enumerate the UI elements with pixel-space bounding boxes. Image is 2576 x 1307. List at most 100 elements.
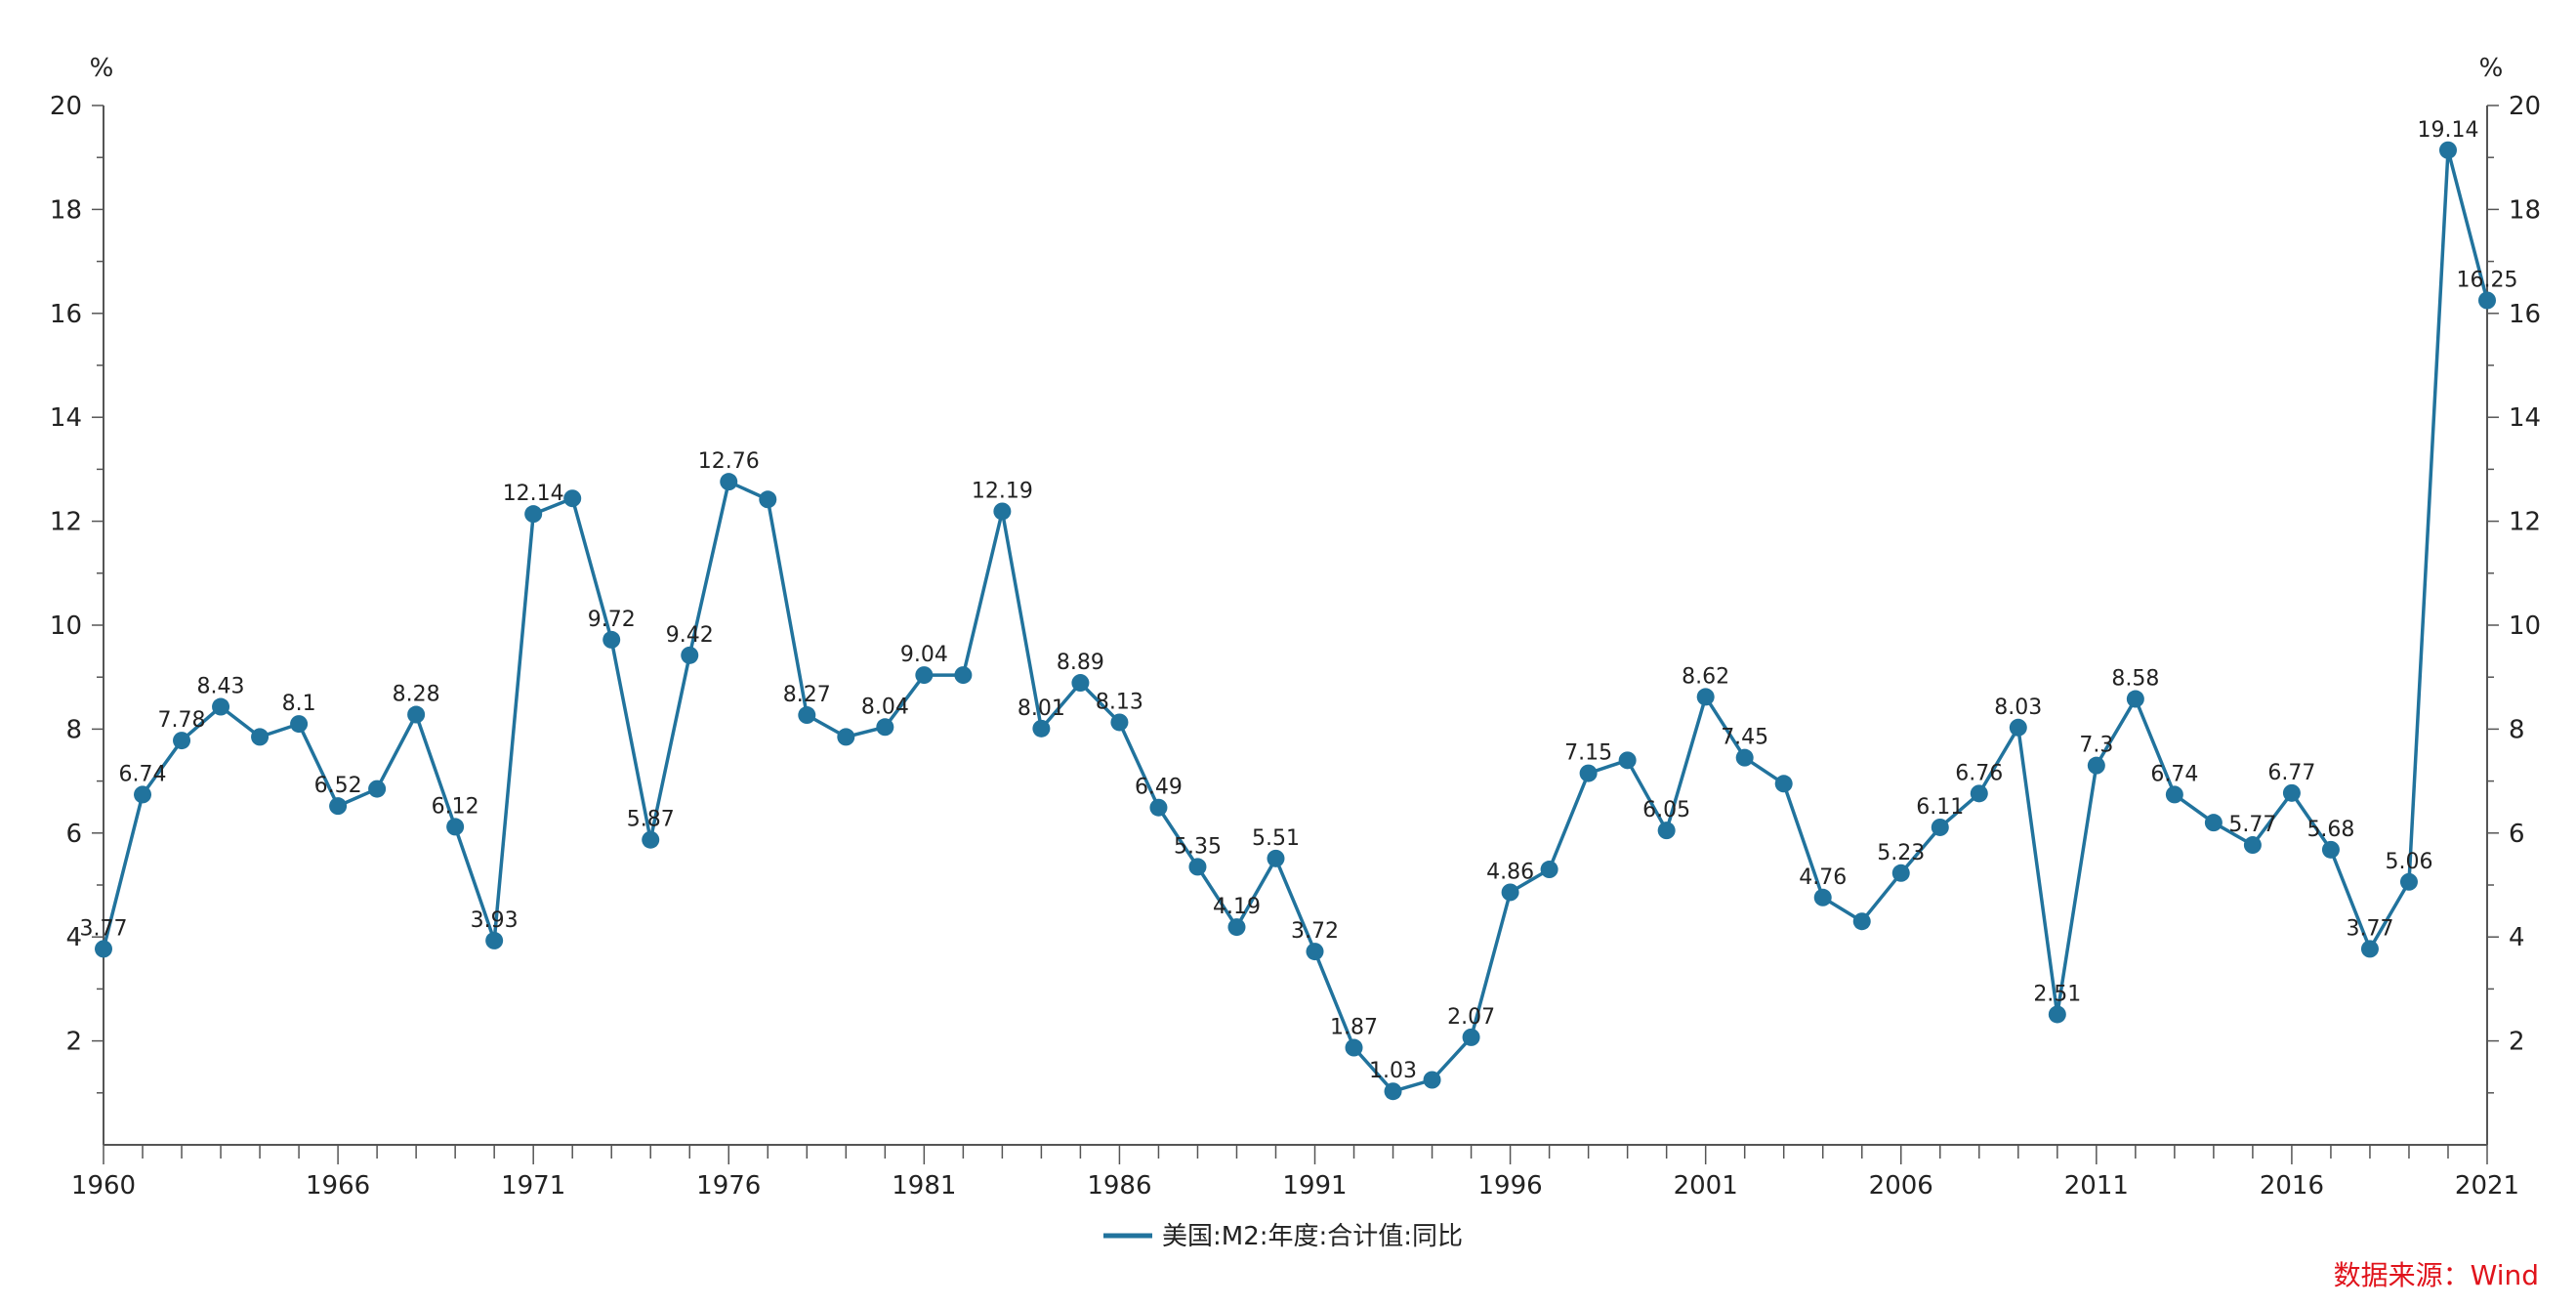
data-point[interactable] (1657, 822, 1676, 840)
data-point[interactable] (2126, 690, 2144, 708)
data-point[interactable] (993, 502, 1012, 521)
x-tick-label: 2006 (1869, 1171, 1933, 1201)
data-point[interactable] (485, 931, 504, 949)
y-tick-label-right: 6 (2509, 820, 2525, 849)
data-point[interactable] (602, 630, 621, 649)
data-label: 8.01 (1018, 696, 1065, 721)
y-tick-label-left: 12 (50, 508, 82, 537)
data-label: 6.49 (1135, 776, 1183, 800)
data-point[interactable] (1462, 1028, 1480, 1046)
data-point[interactable] (720, 473, 738, 491)
data-point[interactable] (2243, 836, 2262, 855)
data-label: 5.68 (2306, 818, 2354, 842)
data-point[interactable] (2009, 718, 2027, 737)
data-label: 12.76 (698, 449, 760, 474)
data-point[interactable] (1188, 858, 1207, 876)
data-label: 7.78 (158, 708, 206, 733)
data-point[interactable] (1970, 784, 1988, 803)
data-label: 8.1 (282, 692, 316, 716)
data-point[interactable] (134, 785, 152, 804)
data-label: 9.04 (900, 643, 948, 667)
data-point[interactable] (1696, 688, 1715, 706)
data-point[interactable] (173, 732, 191, 750)
data-point[interactable] (915, 666, 934, 685)
data-label: 1.87 (1330, 1016, 1378, 1040)
data-point[interactable] (1384, 1082, 1402, 1101)
data-point[interactable] (1423, 1071, 1441, 1089)
data-label: 3.72 (1291, 919, 1339, 944)
data-point[interactable] (1501, 883, 1519, 902)
data-point[interactable] (329, 797, 348, 816)
data-point[interactable] (759, 490, 777, 509)
data-point[interactable] (2048, 1005, 2066, 1024)
data-label: 3.93 (471, 908, 519, 933)
data-point[interactable] (524, 505, 543, 524)
data-point[interactable] (2321, 840, 2340, 859)
data-point[interactable] (954, 666, 973, 685)
data-point[interactable] (2282, 783, 2301, 802)
data-point[interactable] (2438, 141, 2457, 159)
data-point[interactable] (407, 705, 426, 724)
data-point[interactable] (2478, 291, 2496, 310)
data-point[interactable] (642, 830, 660, 849)
legend-label: 美国:M2:年度:合计值:同比 (1162, 1222, 1463, 1251)
data-point[interactable] (251, 728, 270, 746)
data-label: 2.07 (1447, 1005, 1495, 1030)
data-point[interactable] (1071, 674, 1090, 693)
data-point[interactable] (1618, 751, 1637, 770)
data-label: 9.72 (588, 608, 636, 632)
x-tick-label: 2021 (2455, 1171, 2519, 1201)
y-tick-label-left: 6 (65, 820, 82, 849)
x-tick-label: 2001 (1674, 1171, 1738, 1201)
data-point[interactable] (368, 780, 387, 798)
data-point[interactable] (212, 697, 230, 716)
data-point[interactable] (1852, 912, 1871, 931)
data-point[interactable] (837, 728, 855, 746)
data-point[interactable] (2399, 872, 2418, 891)
data-point[interactable] (95, 940, 112, 958)
data-label: 3.77 (2346, 916, 2393, 941)
x-tick-label: 2011 (2064, 1171, 2129, 1201)
data-point[interactable] (2165, 785, 2183, 804)
y-tick-label-right: 12 (2509, 508, 2541, 537)
data-point[interactable] (2360, 940, 2379, 958)
data-point[interactable] (798, 706, 816, 725)
data-label: 8.58 (2111, 667, 2159, 692)
x-tick-label: 1996 (1478, 1171, 1543, 1201)
y-tick-label-right: 16 (2509, 300, 2541, 329)
data-point[interactable] (1931, 818, 1949, 836)
data-point[interactable] (563, 489, 582, 508)
data-point[interactable] (1227, 918, 1246, 937)
data-point[interactable] (2087, 756, 2105, 775)
y-tick-label-left: 16 (50, 300, 82, 329)
y-unit-left: % (90, 54, 114, 83)
data-point[interactable] (1306, 943, 1324, 961)
axes: 2 2 4 4 6 6 8 8 10 10 12 12 14 14 16 16 18 18 20 20% % 1960 19… (50, 54, 2541, 1201)
x-tick-label: 1976 (696, 1171, 761, 1201)
data-point[interactable] (876, 718, 894, 737)
data-point[interactable] (2204, 814, 2223, 832)
data-point[interactable] (1267, 849, 1285, 867)
data-point[interactable] (681, 646, 699, 664)
data-point[interactable] (446, 818, 465, 836)
data-label: 8.04 (861, 695, 909, 719)
legend[interactable]: 美国:M2:年度:合计值:同比 (1103, 1222, 1463, 1251)
data-point[interactable] (1032, 719, 1051, 738)
data-point[interactable] (1891, 864, 1910, 882)
data-label: 5.06 (2385, 850, 2432, 874)
x-tick-label: 1991 (1282, 1171, 1347, 1201)
data-label: 6.12 (432, 794, 479, 819)
y-tick-label-left: 10 (50, 611, 82, 641)
data-point[interactable] (1774, 775, 1793, 793)
data-point[interactable] (1110, 713, 1129, 732)
data-point[interactable] (290, 715, 309, 734)
x-tick-label: 1971 (501, 1171, 565, 1201)
y-tick-label-right: 18 (2509, 195, 2541, 225)
data-point[interactable] (1540, 861, 1558, 879)
data-label: 5.87 (627, 808, 675, 832)
data-point[interactable] (1813, 888, 1832, 906)
data-point[interactable] (1579, 764, 1598, 782)
data-point[interactable] (1735, 748, 1754, 767)
data-point[interactable] (1149, 798, 1168, 817)
data-point[interactable] (1345, 1038, 1363, 1057)
